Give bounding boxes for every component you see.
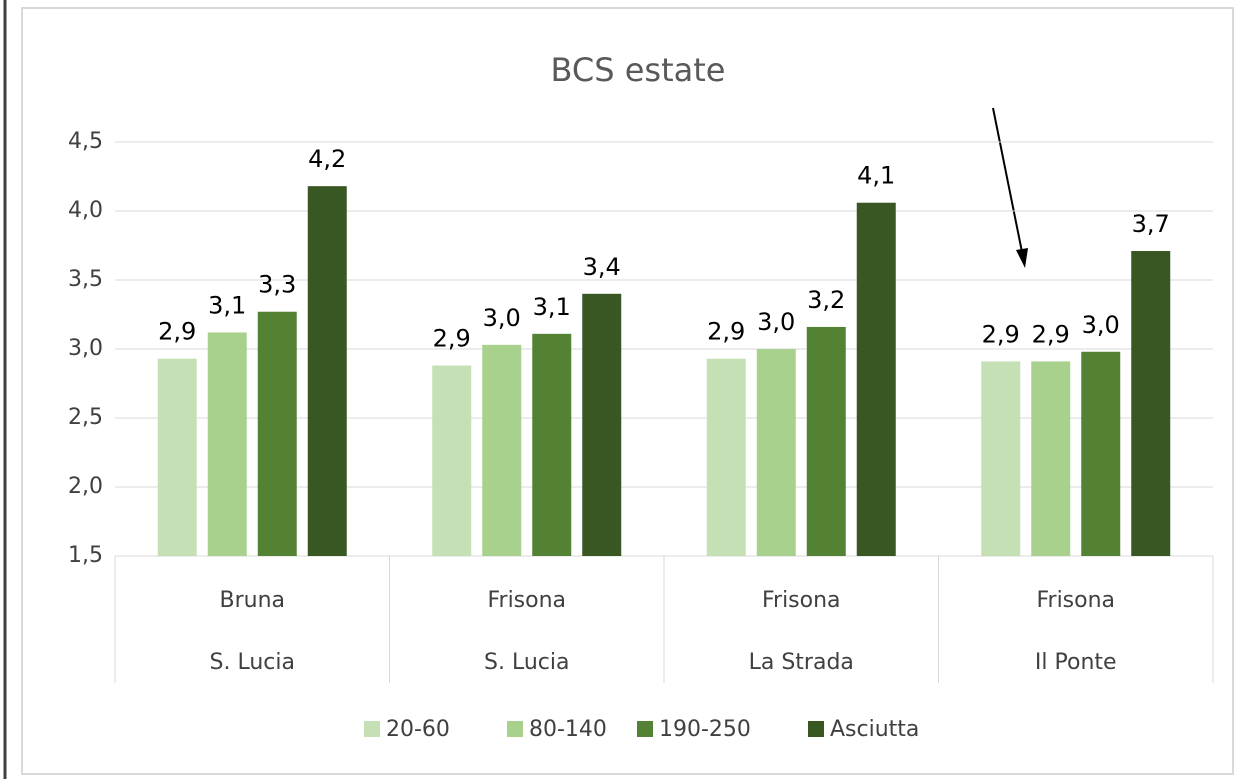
y-tick-label: 3,5 bbox=[68, 267, 103, 292]
x-tick-label: Frisona bbox=[1036, 588, 1115, 613]
value-label: 4,2 bbox=[308, 145, 346, 173]
value-label: 2,9 bbox=[982, 320, 1020, 348]
value-label: 3,3 bbox=[258, 271, 296, 299]
legend-label: 20-60 bbox=[386, 717, 450, 742]
x-tick-label: La Strada bbox=[749, 650, 854, 675]
value-label: 3,4 bbox=[583, 253, 621, 281]
bar bbox=[207, 332, 247, 556]
bar bbox=[981, 361, 1021, 556]
y-tick-label: 1,5 bbox=[68, 543, 103, 568]
x-tick-label: Frisona bbox=[487, 588, 566, 613]
legend-label: Asciutta bbox=[830, 717, 919, 742]
bar bbox=[1031, 361, 1071, 556]
legend-swatch bbox=[364, 721, 380, 737]
value-label: 3,2 bbox=[807, 286, 845, 314]
bar bbox=[706, 358, 746, 556]
x-tick-label: S. Lucia bbox=[210, 650, 295, 675]
value-label: 3,7 bbox=[1132, 210, 1170, 238]
bar bbox=[1131, 251, 1171, 556]
x-tick-label: Bruna bbox=[219, 588, 285, 613]
legend-label: 80-140 bbox=[529, 717, 607, 742]
value-label: 2,9 bbox=[433, 325, 471, 353]
bar bbox=[482, 344, 522, 556]
y-tick-label: 4,5 bbox=[68, 129, 103, 154]
x-tick-label: Il Ponte bbox=[1035, 650, 1117, 675]
value-label: 3,0 bbox=[757, 308, 795, 336]
legend-swatch bbox=[507, 721, 523, 737]
bar bbox=[307, 186, 347, 556]
value-label: 2,9 bbox=[1032, 320, 1070, 348]
legend-swatch bbox=[808, 721, 824, 737]
chart-title: BCS estate bbox=[551, 51, 726, 89]
value-label: 3,0 bbox=[483, 304, 521, 332]
bar bbox=[257, 311, 297, 556]
y-tick-label: 2,5 bbox=[68, 405, 103, 430]
bar bbox=[432, 365, 472, 556]
bar bbox=[1081, 351, 1121, 556]
value-label: 3,1 bbox=[208, 291, 246, 319]
y-tick-label: 2,0 bbox=[68, 474, 103, 499]
bar bbox=[582, 293, 622, 556]
bar bbox=[756, 349, 796, 556]
x-tick-label: S. Lucia bbox=[484, 650, 569, 675]
bar bbox=[856, 202, 896, 556]
value-label: 3,0 bbox=[1082, 311, 1120, 339]
value-label: 4,1 bbox=[857, 162, 895, 190]
legend-label: 190-250 bbox=[659, 717, 751, 742]
value-label: 3,1 bbox=[533, 293, 571, 321]
value-label: 2,9 bbox=[158, 318, 196, 346]
x-tick-label: Frisona bbox=[762, 588, 841, 613]
bar bbox=[532, 333, 572, 556]
bar bbox=[157, 358, 197, 556]
value-label: 2,9 bbox=[707, 318, 745, 346]
y-tick-label: 3,0 bbox=[68, 336, 103, 361]
y-tick-label: 4,0 bbox=[68, 198, 103, 223]
bar bbox=[806, 326, 846, 556]
legend-swatch bbox=[637, 721, 653, 737]
arrow bbox=[992, 107, 1028, 268]
